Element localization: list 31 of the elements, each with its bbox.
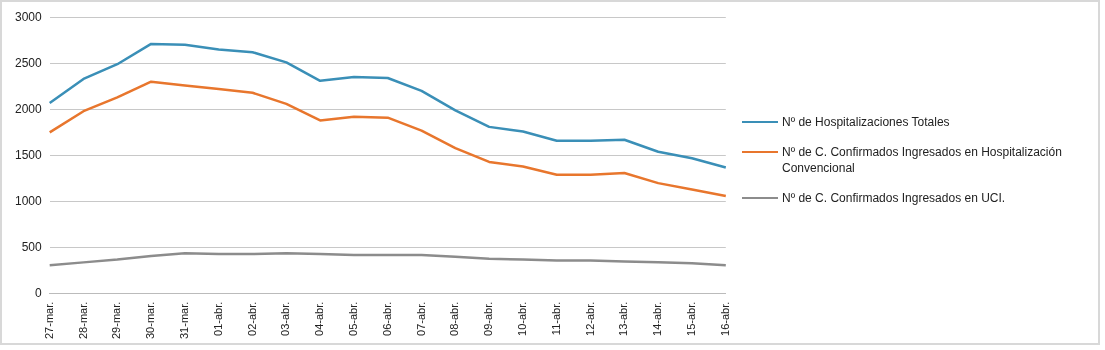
- x-tick-label: 09-abr.: [482, 301, 495, 336]
- y-tick-label: 500: [21, 239, 43, 254]
- y-tick-label: 2500: [14, 55, 43, 70]
- x-tick-label: 03-abr.: [279, 301, 292, 336]
- x-tick-label: 31-mar.: [177, 301, 190, 340]
- x-tick-label: 28-mar.: [76, 301, 89, 340]
- x-tick-label: 30-mar.: [144, 301, 157, 340]
- y-tick-label: 3000: [14, 9, 43, 24]
- y-tick-label: 1000: [14, 193, 43, 208]
- x-tick-label: 27-mar.: [42, 301, 55, 340]
- x-tick-label: 04-abr.: [313, 301, 326, 336]
- x-tick-label: 13-abr.: [617, 301, 630, 336]
- x-tick-label: 11-abr.: [549, 301, 562, 336]
- legend-label: Nº de C. Confirmados Ingresados en Hospitalización Convencional: [782, 144, 1062, 176]
- legend-label: Nº de C. Confirmados Ingresados en UCI.: [782, 190, 1007, 206]
- x-tick-label: 07-abr.: [414, 301, 427, 336]
- x-tick-label: 01-abr.: [211, 301, 224, 336]
- y-tick-label: 0: [35, 286, 43, 301]
- x-tick-label: 29-mar.: [110, 301, 123, 340]
- legend-label: Nº de Hospitalizaciones Totales: [782, 114, 951, 130]
- x-tick-label: 15-abr.: [685, 301, 698, 336]
- x-tick-label: 08-abr.: [448, 301, 461, 336]
- x-tick-label: 06-abr.: [380, 301, 393, 336]
- x-tick-label: 16-abr.: [718, 301, 731, 336]
- y-tick-label: 1500: [14, 147, 43, 162]
- x-tick-label: 14-abr.: [651, 301, 664, 336]
- x-tick-label: 12-abr.: [583, 301, 596, 336]
- x-tick-label: 05-abr.: [346, 301, 359, 336]
- x-tick-label: 02-abr.: [245, 301, 258, 336]
- y-tick-label: 2000: [14, 101, 43, 116]
- x-tick-label: 10-abr.: [516, 301, 528, 336]
